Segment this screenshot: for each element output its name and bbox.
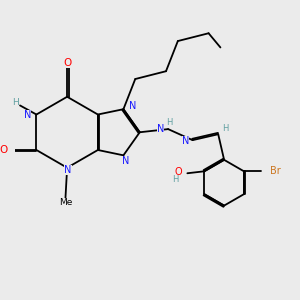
Text: Me: Me (59, 198, 72, 207)
Text: N: N (122, 156, 130, 166)
Text: H: H (222, 124, 228, 133)
Text: Br: Br (270, 166, 281, 176)
Text: N: N (182, 136, 189, 146)
Text: O: O (0, 145, 8, 155)
Text: H: H (172, 175, 179, 184)
Text: N: N (23, 110, 31, 119)
Text: N: N (129, 101, 136, 111)
Text: O: O (63, 58, 72, 68)
Text: H: H (166, 118, 172, 127)
Text: N: N (64, 165, 72, 175)
Text: H: H (12, 98, 19, 107)
Text: N: N (157, 124, 164, 134)
Text: O: O (174, 167, 182, 177)
